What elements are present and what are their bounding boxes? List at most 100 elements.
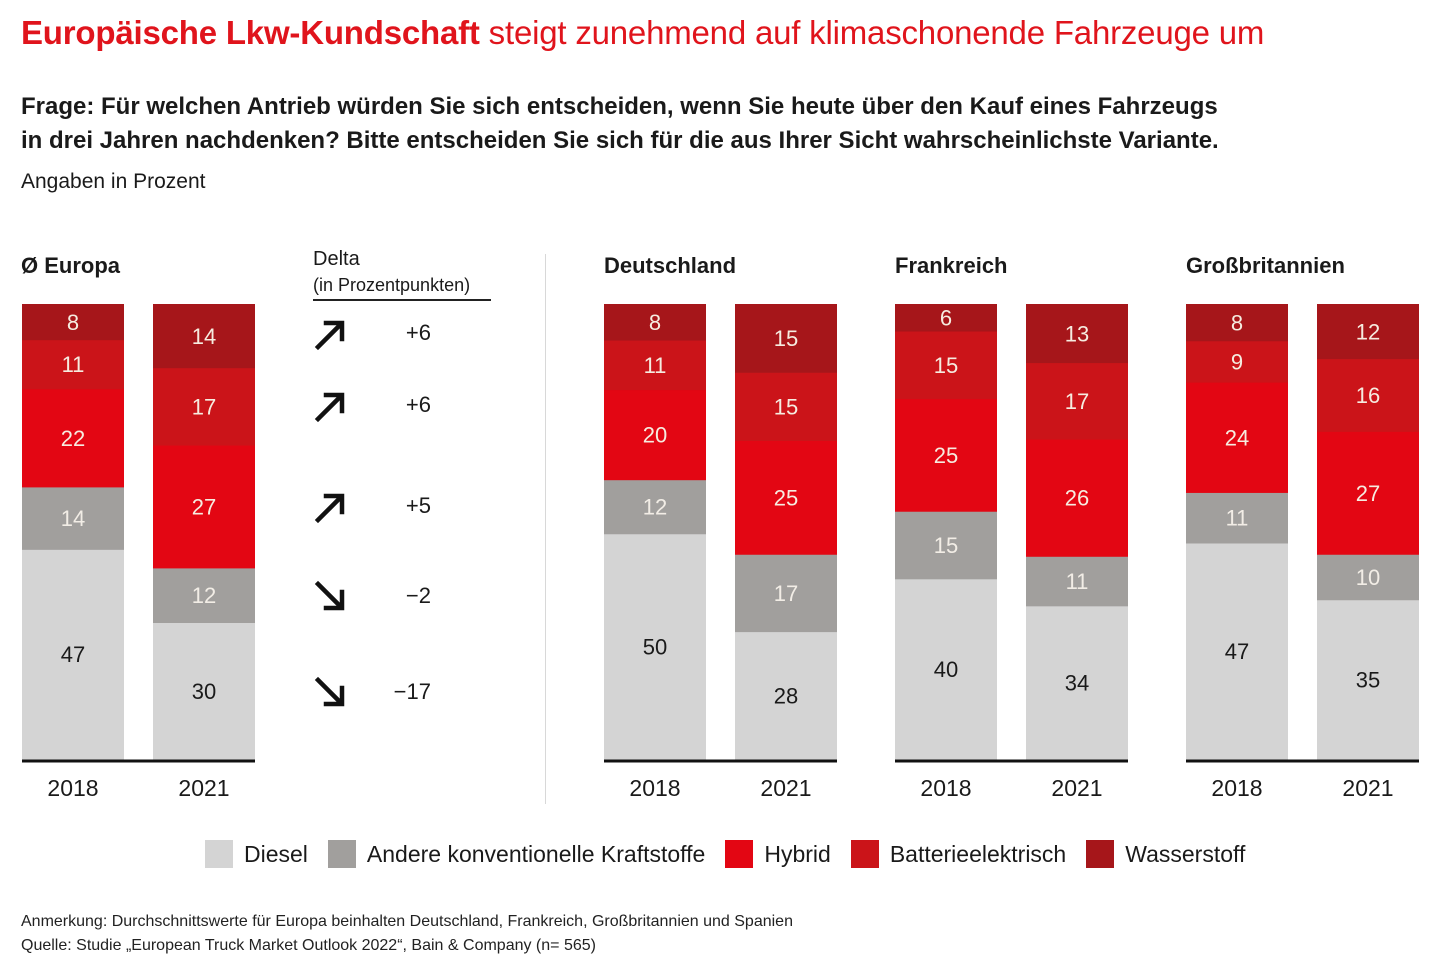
data-label: 15 [774, 326, 798, 351]
delta-row-batterieelektrisch: +6 [313, 388, 493, 424]
data-label: 13 [1065, 321, 1089, 346]
group-title-frankreich: Frankreich [895, 253, 1008, 278]
arrow-up-right-icon [314, 493, 345, 524]
bar-segment-andere-konventionelle-kraftstoffe [1317, 554, 1419, 601]
delta-value: −17 [393, 679, 431, 704]
bar-segment-hybrid [604, 389, 706, 481]
survey-question: Frage: Für welchen Antrieb würden Sie si… [21, 90, 1219, 158]
data-label: 11 [644, 353, 667, 378]
bar-segment-andere-konventionelle-kraftstoffe [895, 511, 997, 580]
data-label: 15 [934, 533, 958, 558]
bar-segment-batterieelektrisch [153, 367, 255, 446]
bar-segment-hybrid [153, 445, 255, 569]
x-tick-label: 2018 [1211, 775, 1262, 801]
bar-segment-wasserstoff [1026, 304, 1128, 364]
legend-swatch [205, 840, 233, 868]
unit-note: Angaben in Prozent [21, 170, 206, 193]
bar-segment-wasserstoff [1186, 304, 1288, 342]
data-label: 35 [1356, 667, 1380, 692]
data-label: 26 [1065, 486, 1089, 511]
data-label: 27 [192, 494, 216, 519]
chart-title: Europäische Lkw-Kundschaft steigt zunehm… [21, 14, 1264, 52]
legend-label: Hybrid [764, 840, 831, 867]
data-label: 47 [61, 642, 85, 667]
delta-subtitle: (in Prozentpunkten) [313, 275, 471, 295]
data-label: 14 [192, 324, 216, 349]
x-tick-label: 2018 [629, 775, 680, 801]
footnote-note: Anmerkung: Durchschnittswerte für Europa… [21, 913, 793, 930]
bar-segment-andere-konventionelle-kraftstoffe [1186, 492, 1288, 544]
delta-value: +5 [405, 493, 431, 518]
legend-swatch [1086, 840, 1115, 868]
bar-segment-hybrid [1026, 439, 1128, 557]
data-label: 25 [934, 443, 958, 468]
data-label: 9 [1231, 349, 1243, 374]
arrow-up-right-icon [314, 320, 345, 351]
x-tick-label: 2021 [1051, 775, 1102, 801]
data-label: 50 [643, 634, 667, 659]
legend-swatch [327, 840, 356, 868]
question-line-1: Frage: Für welchen Antrieb würden Sie si… [21, 93, 1218, 120]
data-label: 12 [1356, 319, 1380, 344]
bar-segment-wasserstoff [604, 304, 706, 341]
data-label: 24 [1225, 425, 1249, 450]
question-line-2: in drei Jahren nachdenken? Bitte entsche… [21, 127, 1219, 154]
footnotes: Anmerkung: Durchschnittswerte für Europa… [21, 910, 793, 958]
data-label: 8 [1231, 310, 1243, 335]
data-label: 17 [1065, 389, 1089, 414]
title-rest: steigt zunehmend auf klimaschonende Fahr… [479, 14, 1265, 51]
legend-swatch [850, 840, 879, 868]
data-label: 12 [192, 583, 216, 608]
data-label: 17 [774, 581, 798, 606]
bar-segment-wasserstoff [1317, 304, 1419, 360]
bar-segment-batterieelektrisch [895, 331, 997, 400]
bar-segment-wasserstoff [895, 304, 997, 332]
arrow-down-right-icon [314, 676, 345, 707]
footnote-source: Quelle: Studie „European Truck Market Ou… [21, 937, 596, 954]
arrow-up-right-icon [314, 392, 345, 423]
legend: Diesel Andere konventionelle Kraftstoffe… [205, 838, 1265, 870]
data-label: 8 [649, 310, 661, 335]
legend-item-wasserstoff: Wasserstoff [1086, 840, 1245, 868]
x-tick-label: 2021 [178, 775, 229, 801]
legend-item-andere: Andere konventionelle Kraftstoffe [327, 840, 706, 868]
bar-segment-batterieelektrisch [735, 372, 837, 441]
group-title-deutschland: Deutschland [604, 253, 737, 278]
bar-segment-andere-konventionelle-kraftstoffe [604, 479, 706, 535]
bar-segment-diesel [735, 631, 837, 760]
bar-segment-batterieelektrisch [1317, 358, 1419, 432]
data-label: 11 [1226, 506, 1249, 531]
x-tick-label: 2021 [760, 775, 811, 801]
data-label: 20 [643, 423, 667, 448]
data-label: 8 [67, 310, 79, 335]
legend-label: Andere konventionelle Kraftstoffe [366, 840, 706, 867]
section-divider [545, 254, 546, 804]
bar-segment-wasserstoff [735, 304, 837, 373]
delta-row-diesel: −17 [313, 675, 493, 711]
data-label: 11 [62, 352, 85, 377]
x-tick-label: 2021 [1342, 775, 1393, 801]
delta-row-hybrid: +5 [313, 489, 493, 525]
data-label: 30 [192, 679, 216, 704]
delta-row-andere: −2 [313, 579, 493, 615]
title-bold: Europäische Lkw-Kundschaft [21, 14, 480, 51]
bar-segment-batterieelektrisch [22, 339, 124, 390]
x-tick-label: 2018 [920, 775, 971, 801]
delta-row-wasserstoff: +6 [313, 316, 493, 352]
legend-label: Batterieelektrisch [889, 840, 1067, 867]
legend-label: Diesel [244, 840, 308, 867]
data-label: 25 [774, 485, 798, 510]
data-label: 11 [1066, 569, 1089, 594]
bar-segment-andere-konventionelle-kraftstoffe [22, 486, 124, 550]
delta-value: +6 [405, 392, 431, 417]
legend-swatch [725, 840, 754, 868]
bar-segment-diesel [604, 533, 706, 760]
data-label: 40 [934, 657, 958, 682]
data-label: 16 [1356, 383, 1380, 408]
stacked-bar-chart: 47 14 22 11 8 2018 30 12 27 17 14 2021 50 12 20 11 8 2018… [22, 304, 1419, 801]
bar-segment-diesel [1317, 599, 1419, 760]
bar-segment-andere-konventionelle-kraftstoffe [153, 567, 255, 623]
data-label: 15 [774, 394, 798, 419]
bar-segment-wasserstoff [153, 304, 255, 369]
bar-segment-hybrid [735, 440, 837, 555]
